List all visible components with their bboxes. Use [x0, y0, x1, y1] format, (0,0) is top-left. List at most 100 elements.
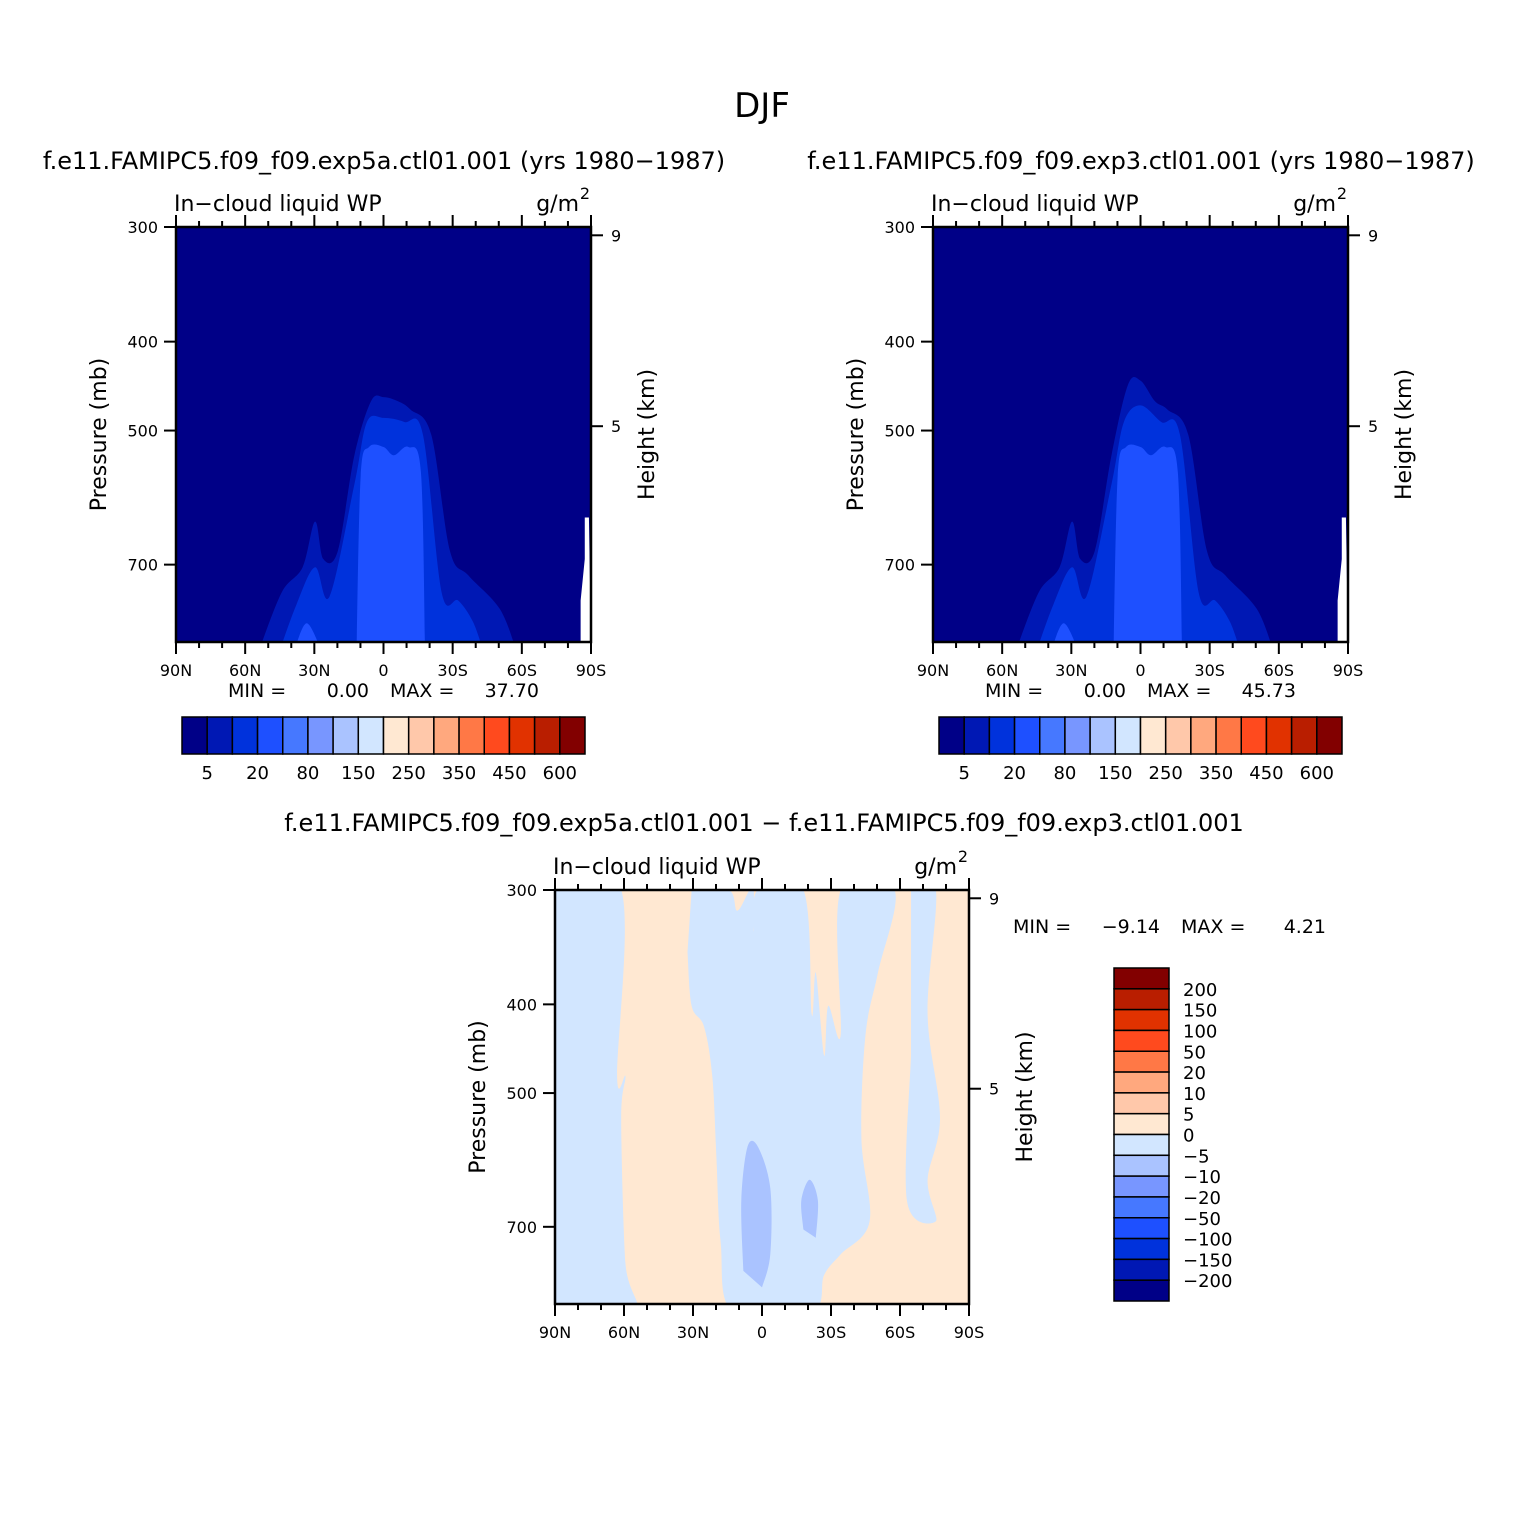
missing-data: [1337, 517, 1348, 642]
max-value: 4.21: [1284, 916, 1326, 938]
colorbar-label: 600: [1300, 763, 1334, 784]
colorbar-box: [407, 716, 435, 755]
contour-level-neg-north: [555, 890, 638, 1304]
colorbar: 5 20 80 150 250 350 450 600: [938, 716, 1343, 784]
colorbar-box: [1113, 1112, 1170, 1136]
contour-level-3: [1113, 444, 1182, 642]
x-tick-label: 0: [1135, 661, 1145, 680]
colorbar-label: −10: [1183, 1167, 1221, 1188]
colorbar-box: [1113, 1237, 1170, 1261]
variable-label: In−cloud liquid WP: [174, 192, 382, 217]
x-tick-label: 60N: [986, 661, 1018, 680]
colorbar-label: 100: [1183, 1021, 1217, 1042]
colorbar-box: [1113, 1279, 1170, 1302]
panel-exp5a: f.e11.FAMIPC5.f09_f09.exp5a.ctl01.001 (y…: [43, 147, 725, 784]
units-superscript: 2: [1337, 184, 1347, 203]
min-value: 0.00: [1084, 680, 1126, 702]
x-tick-label: 60N: [229, 661, 261, 680]
contour-level-3-south: [1054, 623, 1075, 642]
colorbar: 5 20 80 150 250 350 450 600: [181, 716, 586, 784]
colorbar-box: [307, 716, 334, 755]
contour-level-neg-central: [687, 890, 896, 1304]
y-tick-label: 400: [127, 333, 158, 352]
max-value: 37.70: [485, 680, 539, 702]
x-tick-label: 90N: [539, 1323, 571, 1342]
x-tick-label: 0: [378, 661, 388, 680]
contour-layers: [176, 227, 591, 642]
y-right-axis-label: Height (km): [635, 369, 660, 500]
x-tick-label: 90N: [917, 661, 949, 680]
colorbar-label: 350: [442, 763, 476, 784]
y-axis-label: Pressure (mb): [87, 358, 112, 512]
colorbar-label: 5: [1183, 1105, 1194, 1126]
colorbar-box: [231, 716, 259, 755]
max-label: MAX =: [390, 680, 454, 702]
colorbar-label: 80: [296, 763, 319, 784]
colorbar-label: 20: [1183, 1063, 1206, 1084]
colorbar-box: [1290, 716, 1318, 755]
colorbar-box: [1113, 988, 1170, 1011]
contour-level-deep-eq: [741, 1140, 772, 1288]
colorbar-box: [1316, 716, 1343, 755]
colorbar-label: 600: [543, 763, 577, 784]
contour-level-deep-sub: [801, 1179, 819, 1238]
colorbar-box: [1113, 1217, 1170, 1240]
y-right-tick-label: 9: [1368, 226, 1378, 245]
contour-level-3-south: [297, 623, 318, 642]
colorbar-label: 20: [1003, 763, 1026, 784]
colorbar-box: [181, 716, 208, 755]
panel-difference: f.e11.FAMIPC5.f09_f09.exp5a.ctl01.001 − …: [284, 809, 1326, 1342]
y-tick-label: 700: [884, 556, 915, 575]
colorbar-box: [1240, 716, 1268, 755]
colorbar-box: [1215, 716, 1242, 755]
colorbar-box: [1139, 716, 1167, 755]
colorbar-label: 10: [1183, 1084, 1206, 1105]
colorbar-box: [1113, 1258, 1170, 1281]
colorbar-box: [206, 716, 234, 755]
colorbar-box: [1164, 716, 1192, 755]
colorbar-box: [1113, 967, 1170, 990]
y-right-tick-label: 5: [1368, 417, 1378, 436]
x-tick-label: 30N: [1055, 661, 1087, 680]
colorbar-box: [256, 716, 284, 755]
y-axis-label: Pressure (mb): [466, 1020, 491, 1174]
y-right-axis-label: Height (km): [1392, 369, 1417, 500]
colorbar-label: 5: [958, 763, 969, 784]
colorbar-label: −50: [1183, 1209, 1221, 1230]
y-tick-label: 500: [506, 1084, 537, 1103]
x-tick-label: 90S: [576, 661, 607, 680]
colorbar-box: [1039, 716, 1066, 755]
colorbar-box: [1113, 1133, 1170, 1157]
colorbar-label: −5: [1183, 1146, 1210, 1167]
colorbar-box: [938, 716, 965, 755]
colorbar-label: 200: [1183, 980, 1217, 1001]
y-right-tick-label: 5: [989, 1080, 999, 1099]
colorbar-box: [1265, 716, 1293, 755]
max-label: MAX =: [1181, 916, 1245, 938]
x-tick-label: 60N: [608, 1323, 640, 1342]
x-tick-label: 30N: [677, 1323, 709, 1342]
colorbar-box: [1113, 1071, 1170, 1094]
colorbar-box: [332, 716, 360, 755]
colorbar-box: [1114, 716, 1142, 755]
colorbar-box: [1113, 1029, 1170, 1052]
colorbar-label: 450: [1249, 763, 1283, 784]
y-tick-label: 700: [127, 556, 158, 575]
y-tick-label: 400: [506, 995, 537, 1014]
colorbar-box: [1113, 1154, 1170, 1177]
x-tick-label: 30S: [816, 1323, 847, 1342]
x-tick-label: 90S: [954, 1323, 985, 1342]
units-superscript: 2: [958, 847, 968, 866]
units-label: g/m: [1293, 192, 1336, 217]
colorbar-label: 450: [492, 763, 526, 784]
colorbar-label: 20: [246, 763, 269, 784]
colorbar-label: 250: [1149, 763, 1183, 784]
colorbar-box: [559, 716, 586, 755]
figure-title: DJF: [734, 86, 790, 126]
colorbar-box: [963, 716, 991, 755]
colorbar-box: [483, 716, 511, 755]
x-tick-label: 60S: [507, 661, 538, 680]
contour-level-3: [356, 444, 425, 642]
y-right-tick-label: 5: [611, 417, 621, 436]
